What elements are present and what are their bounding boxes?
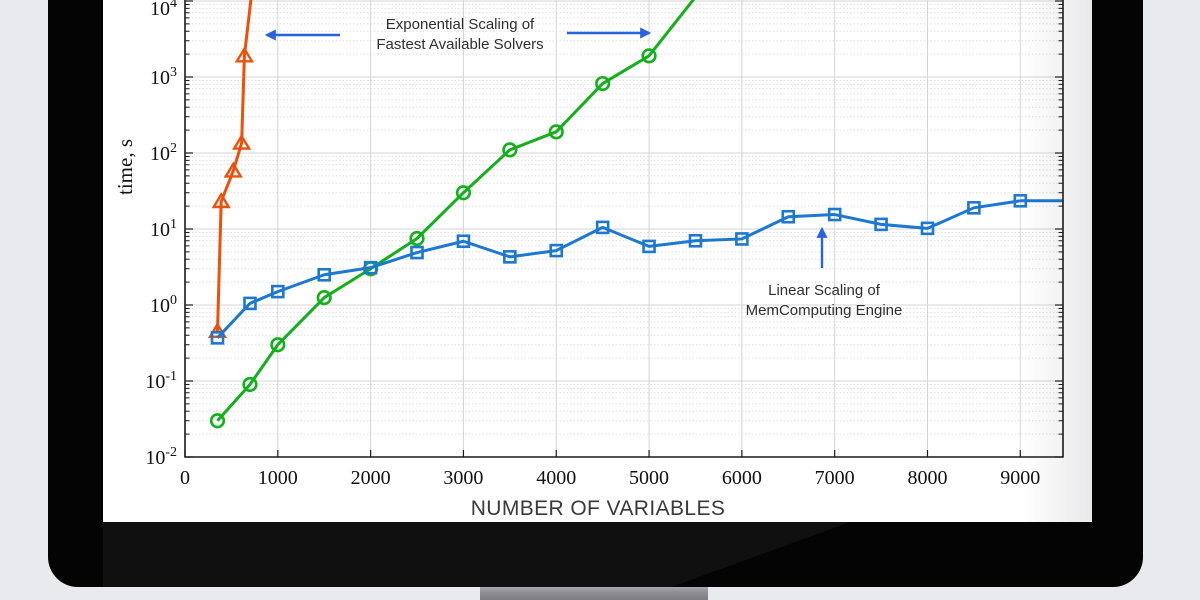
annotation-arrows (264, 27, 828, 268)
marker-memcomputing-engine (642, 239, 656, 254)
marker-memcomputing-engine (967, 201, 981, 215)
marker-memcomputing-engine (243, 296, 257, 311)
marker-fastest-available-solver-b (242, 376, 258, 393)
monitor-stand (480, 587, 708, 600)
marker-memcomputing-engine (456, 234, 471, 249)
marker-memcomputing-engine (410, 245, 424, 260)
x-tick-label: 2000 (351, 467, 391, 489)
marker-memcomputing-engine (781, 209, 796, 224)
x-tick-label: 5000 (629, 467, 669, 489)
y-tick-label: 10-1 (145, 369, 177, 393)
marker-fastest-available-solver-a (223, 161, 243, 178)
marker-fastest-available-solver-b (548, 124, 564, 140)
y-axis-label: time, s (113, 139, 137, 195)
line-memcomputing-engine (216, 199, 1063, 339)
tick-labels: 0 1000 2000 3000 4000 5000 6000 7000 8000 9000 104… (145, 0, 1040, 489)
marker-fastest-available-solver-b (502, 142, 518, 158)
marker-memcomputing-engine (595, 220, 610, 235)
marker-fastest-available-solver-b (595, 75, 611, 92)
marker-memcomputing-engine (549, 243, 564, 258)
marker-memcomputing-engine (271, 284, 285, 299)
marker-memcomputing-engine (688, 233, 703, 248)
line-fastest-available-solver-a (215, 0, 253, 332)
marker-fastest-available-solver-a (234, 46, 255, 63)
y-tick-label: 102 (150, 141, 177, 165)
marker-memcomputing-engine (874, 217, 888, 232)
x-tick-label: 7000 (815, 467, 855, 489)
y-tick-label: 101 (150, 217, 177, 241)
x-tick-label: 8000 (907, 467, 947, 489)
x-tick-label: 4000 (536, 467, 576, 489)
marker-fastest-available-solver-b (455, 185, 472, 201)
marker-fastest-available-solver-b (316, 290, 332, 306)
x-tick-label: 1000 (258, 467, 298, 489)
marker-memcomputing-engine (503, 250, 517, 264)
marker-memcomputing-engine (363, 260, 378, 275)
y-tick-label: 100 (150, 293, 177, 317)
annotation-linear-scaling: Linear Scaling of MemComputing Engine (745, 282, 903, 319)
marker-memcomputing-engine (1013, 193, 1028, 208)
series-group (207, 0, 1063, 429)
x-tick-label: 3000 (443, 467, 483, 489)
marker-memcomputing-engine (735, 232, 749, 246)
gridlines (185, 0, 1063, 457)
marker-fastest-available-solver-b (641, 48, 657, 64)
marker-memcomputing-engine (317, 267, 332, 282)
marker-fastest-available-solver-a (211, 192, 231, 209)
y-tick-label: 10-2 (145, 445, 177, 469)
marker-fastest-available-solver-b (209, 413, 226, 429)
marker-fastest-available-solver-a (231, 133, 252, 150)
marker-fastest-available-solver-b (409, 230, 425, 247)
marker-memcomputing-engine (827, 207, 842, 222)
x-axis-label: NUMBER OF VARIABLES (470, 497, 726, 520)
line-fastest-available-solver-b (216, 0, 696, 422)
y-tick-label: 103 (150, 65, 177, 89)
monitor-screen: 0 1000 2000 3000 4000 5000 6000 7000 8000 9000 104… (103, 0, 1092, 522)
scaling-chart: 0 1000 2000 3000 4000 5000 6000 7000 8000 9000 104… (145, 0, 1064, 489)
x-tick-label: 6000 (722, 467, 762, 489)
axes (184, 0, 1064, 458)
annotation-exponential-scaling: Exponential Scaling of Fastest Available… (376, 16, 544, 53)
marker-memcomputing-engine (920, 221, 935, 236)
x-tick-label: 9000 (1000, 467, 1040, 489)
marker-memcomputing-engine (210, 331, 225, 345)
marker-fastest-available-solver-b (270, 337, 286, 353)
x-tick-label: 0 (180, 467, 190, 489)
y-tick-label: 104 (150, 0, 177, 20)
